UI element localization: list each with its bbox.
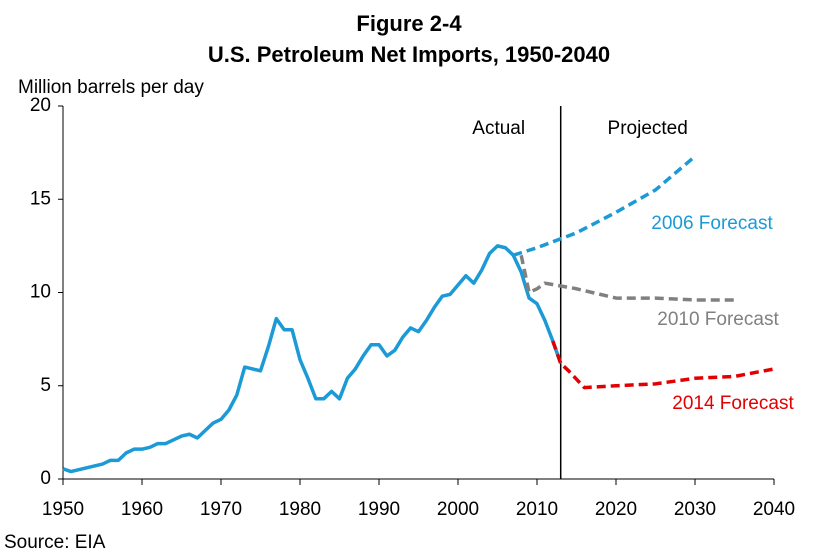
y-tick-label: 10 [30, 282, 51, 303]
chart-subtitle: U.S. Petroleum Net Imports, 1950-2040 [208, 42, 610, 67]
series-line [62, 244, 563, 474]
x-tick-label: 1990 [358, 499, 400, 520]
x-tick-label: 1970 [200, 499, 242, 520]
y-tick-label: 0 [40, 468, 51, 489]
x-tick-label: 2000 [437, 499, 479, 520]
y-tick-label: 15 [30, 188, 51, 209]
chart-title: Figure 2-4 [356, 11, 462, 36]
x-tick-label: 2030 [674, 499, 716, 520]
y-tick-label: 20 [30, 95, 51, 116]
x-tick-label: 2040 [753, 499, 795, 520]
source: Source: EIA [4, 532, 106, 553]
series-line [519, 254, 735, 302]
series-line [512, 155, 697, 257]
series-label: 2006 Forecast [651, 213, 773, 234]
y-axis-label: Million barrels per day [18, 77, 204, 98]
series-line [551, 340, 775, 390]
y-tick-label: 5 [40, 375, 51, 396]
x-tick-label: 2010 [516, 499, 558, 520]
x-tick-label: 2020 [595, 499, 637, 520]
x-tick-label: 1960 [121, 499, 163, 520]
x-tick-label: 1950 [42, 499, 84, 520]
x-tick-label: 1980 [279, 499, 321, 520]
annotation: Actual [472, 118, 525, 139]
series-label: 2010 Forecast [657, 309, 779, 330]
annotation: Projected [608, 118, 688, 139]
series-label: 2014 Forecast [672, 393, 794, 414]
